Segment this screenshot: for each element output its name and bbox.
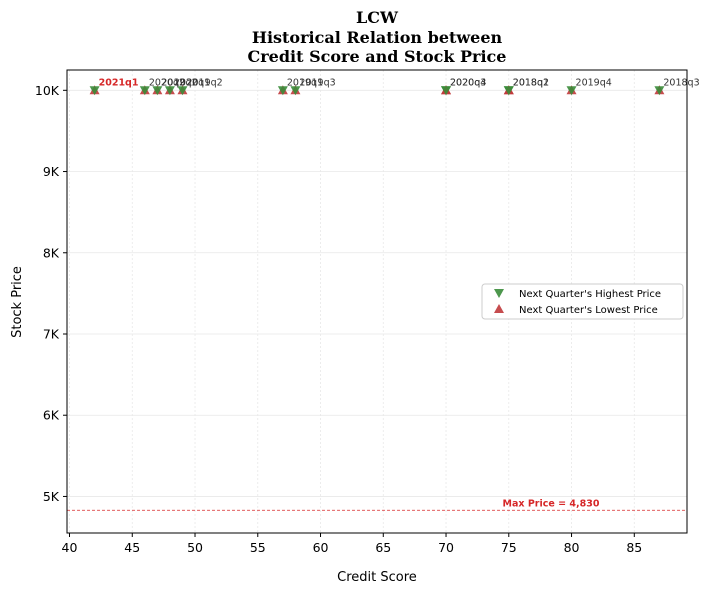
data-markers: [89, 85, 665, 96]
highest-price-marker: [566, 86, 577, 96]
point-label: 2019q1: [287, 77, 323, 88]
point-label: 2021q1: [99, 77, 139, 88]
x-tick-label: 50: [187, 540, 203, 555]
y-tick-label: 10K: [35, 83, 60, 98]
point-label: 2018q3: [663, 77, 699, 88]
y-tick-label: 6K: [43, 408, 60, 423]
chart-title-line-3: Credit Score and Stock Price: [248, 47, 507, 66]
x-tick-label: 65: [375, 540, 391, 555]
x-tick-label: 45: [124, 540, 140, 555]
highest-price-marker: [654, 86, 665, 96]
grid: [67, 70, 687, 533]
x-tick-label: 85: [626, 540, 642, 555]
legend-label-lowest: Next Quarter's Lowest Price: [519, 305, 658, 316]
legend: Next Quarter's Highest Price Next Quarte…: [481, 283, 684, 320]
point-label: 2018q2: [513, 77, 549, 88]
point-label: 2020q2: [149, 77, 185, 88]
plot-area-frame: [66, 69, 688, 534]
point-label: 2019q4: [576, 77, 612, 88]
point-label: 2020q4: [450, 77, 486, 88]
x-tick-label: 55: [250, 540, 266, 555]
y-axis-label: Stock Price: [10, 266, 25, 338]
y-axis-ticks: 5K 6K 7K 8K 9K 10K: [35, 83, 67, 504]
highest-price-marker: [139, 86, 150, 96]
legend-label-highest: Next Quarter's Highest Price: [519, 289, 661, 300]
y-tick-label: 8K: [43, 245, 60, 260]
highest-price-marker: [503, 86, 514, 96]
x-tick-label: 75: [501, 540, 517, 555]
reference-line-group: Max Price = 4,830: [67, 498, 687, 511]
legend-marker-lowest: [494, 304, 504, 313]
x-tick-label: 40: [62, 540, 78, 555]
point-label: 2019q3: [299, 77, 335, 88]
highest-price-marker: [290, 86, 301, 96]
x-tick-label: 80: [564, 540, 580, 555]
y-tick-label: 7K: [43, 326, 60, 341]
y-tick-label: 5K: [43, 489, 60, 504]
chart-title-line-1: LCW: [356, 8, 399, 27]
point-label: 2019q2: [161, 77, 197, 88]
point-label: 2020q3: [450, 77, 486, 88]
legend-box: [481, 283, 684, 320]
x-axis-ticks: 40 45 50 55 60 65 70 75 80 85: [62, 533, 642, 555]
legend-triangle-up: [494, 304, 504, 313]
highest-price-marker: [89, 86, 100, 96]
legend-marker-highest: [494, 289, 504, 298]
point-label: 2020q1: [174, 77, 210, 88]
highest-price-marker: [441, 86, 452, 96]
highest-price-marker: [277, 86, 288, 96]
x-tick-label: 60: [313, 540, 329, 555]
highest-price-marker: [164, 86, 175, 96]
point-label: 2018q1: [513, 77, 549, 88]
x-axis-label: Credit Score: [337, 570, 417, 585]
max-price-label: Max Price = 4,830: [503, 498, 600, 509]
highest-price-marker: [152, 86, 163, 96]
chart-title: LCW Historical Relation between Credit S…: [248, 8, 507, 66]
y-tick-label: 9K: [43, 164, 60, 179]
chart-title-line-2: Historical Relation between: [252, 28, 503, 47]
highest-price-marker: [177, 86, 188, 96]
point-label: 2019q2: [186, 77, 222, 88]
legend-triangle-down: [494, 289, 504, 298]
x-tick-label: 70: [438, 540, 454, 555]
